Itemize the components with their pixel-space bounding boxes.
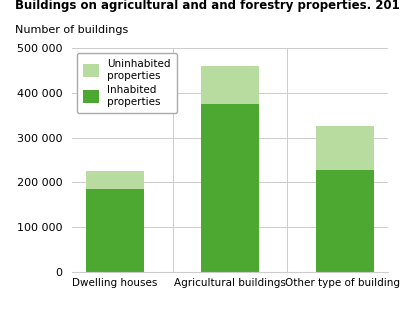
Bar	[316, 126, 374, 170]
Text: Buildings on agricultural and and forestry properties. 2010: Buildings on agricultural and and forest…	[15, 0, 400, 12]
Text: Number of buildings: Number of buildings	[15, 25, 128, 35]
Bar	[86, 189, 144, 272]
Bar	[201, 104, 259, 272]
Legend: Uninhabited
properties, Inhabited
properties: Uninhabited properties, Inhabited proper…	[77, 53, 177, 113]
Bar	[86, 171, 144, 189]
Bar	[201, 66, 259, 104]
Bar	[316, 170, 374, 272]
